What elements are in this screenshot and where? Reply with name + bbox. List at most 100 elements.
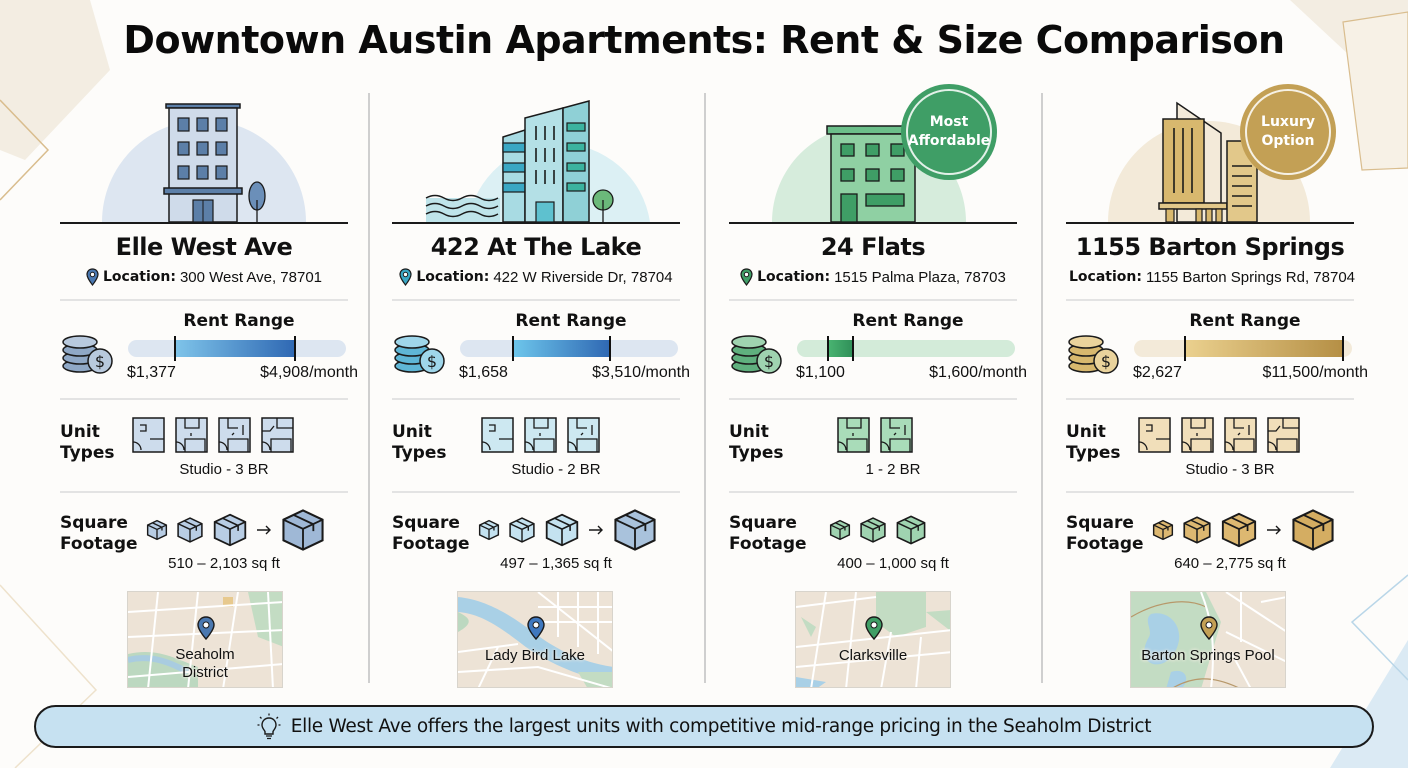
rent-min: $1,658 (459, 364, 508, 381)
location-label: Location: (757, 269, 831, 285)
square-footage-icons (829, 506, 927, 554)
square-footage-range: 640 – 2,775 sq ft (1174, 555, 1286, 572)
floor-plan-2br-icon (880, 417, 913, 453)
box-large-icon (896, 515, 926, 545)
section-divider (392, 491, 680, 493)
location-label: Location: (102, 269, 176, 285)
location-address: 1515 Palma Plaza, 78703 (834, 268, 1006, 286)
rent-range-bar (128, 336, 346, 361)
map-background (1131, 592, 1285, 687)
rent-range-bar (460, 336, 678, 361)
box-xlarge-icon (282, 509, 324, 551)
rent-range-fill (1184, 340, 1343, 357)
rent-min-marker (512, 336, 514, 361)
map-thumbnail[interactable]: Clarksville (795, 591, 951, 688)
floor-plan-studio-icon (1138, 417, 1171, 453)
unit-types-label: Unit Types (1066, 422, 1121, 463)
unit-types-icons (837, 417, 913, 455)
floor-plan-3br-icon (261, 417, 294, 453)
box-medium-icon (177, 517, 203, 543)
square-footage-range: 510 – 2,103 sq ft (168, 555, 280, 572)
map-thumbnail[interactable]: Barton Springs Pool (1130, 591, 1286, 688)
square-footage-icons (1152, 506, 1336, 554)
square-footage-range: 497 – 1,365 sq ft (500, 555, 612, 572)
property-name: Elle West Ave (115, 233, 293, 261)
section-divider (392, 398, 680, 400)
square-footage-label: Square Footage (1066, 513, 1144, 554)
building-illustration-icon (425, 100, 650, 223)
luxury-option-badge: Luxury Option (1240, 84, 1336, 180)
box-large-icon (1221, 512, 1257, 548)
map-background (796, 592, 950, 687)
rent-max: $4,908/month (260, 364, 358, 381)
box-medium-icon (509, 517, 535, 543)
rent-range-label: Rent Range (183, 311, 295, 331)
floor-plan-2br-icon (218, 417, 251, 453)
map-pin-icon (1200, 616, 1218, 640)
rent-range-bar (1134, 336, 1352, 361)
map-thumbnail[interactable]: Lady Bird Lake (457, 591, 613, 688)
map-label: Lady Bird Lake (484, 647, 586, 664)
rent-min: $2,627 (1133, 364, 1182, 381)
map-background (128, 592, 282, 687)
svg-text:$: $ (95, 352, 105, 371)
property-location: Location: 300 West Ave, 78701 (60, 268, 348, 286)
box-medium-icon (860, 517, 886, 543)
rent-range-fill (827, 340, 853, 357)
box-xlarge-icon (614, 509, 656, 551)
square-footage-range: 400 – 1,000 sq ft (837, 555, 949, 572)
location-label: Location: (1069, 269, 1142, 285)
ground-line (392, 222, 680, 224)
coins-dollar-icon: $ (62, 335, 113, 374)
section-divider (1066, 398, 1354, 400)
property-location: Location: 1155 Barton Springs Rd, 78704 (1066, 268, 1356, 286)
box-medium-icon (1183, 516, 1211, 544)
map-thumbnail[interactable]: Seaholm District (127, 591, 283, 688)
location-address: 300 West Ave, 78701 (179, 268, 323, 286)
coins-dollar-icon: $ (1068, 335, 1119, 374)
rent-min: $1,377 (127, 364, 176, 381)
floor-plan-2br-icon (567, 417, 600, 453)
floor-plan-studio-icon (481, 417, 514, 453)
floor-plan-1br-icon (1181, 417, 1214, 453)
column-divider (1041, 93, 1043, 683)
rent-max-marker (1342, 336, 1344, 361)
arrow-right-icon (589, 525, 603, 535)
section-divider (729, 398, 1017, 400)
unit-types-range: Studio - 3 BR (1185, 461, 1275, 478)
rent-range-label: Rent Range (1189, 311, 1301, 331)
section-divider (60, 299, 348, 301)
box-small-icon (1152, 519, 1174, 541)
rent-max-marker (294, 336, 296, 361)
property-card-24-flats: Most Affordable 24 Flats Location: 1515 P… (729, 84, 1029, 693)
rent-max: $11,500/month (1262, 364, 1368, 381)
ground-line (729, 222, 1017, 224)
square-footage-icons (146, 506, 326, 554)
property-location: Location: 1515 Palma Plaza, 78703 (729, 268, 1017, 286)
location-address: 422 W Riverside Dr, 78704 (493, 268, 673, 286)
location-label: Location: (416, 269, 490, 285)
map-pin-icon (527, 616, 545, 640)
unit-types-label: Unit Types (729, 422, 784, 463)
column-divider (704, 93, 706, 683)
rent-range-label: Rent Range (852, 311, 964, 331)
rent-min-marker (827, 336, 829, 361)
map-label: Clarksville (838, 647, 908, 664)
arrow-right-icon (257, 525, 271, 535)
square-footage-label: Square Footage (60, 513, 138, 554)
unit-types-range: 1 - 2 BR (865, 461, 921, 478)
map-pin-icon (86, 268, 99, 286)
rent-max: $1,600/month (929, 364, 1027, 381)
map-pin-icon (740, 268, 753, 286)
floor-plan-3br-icon (1267, 417, 1300, 453)
section-divider (60, 398, 348, 400)
lightbulb-icon (257, 713, 281, 739)
rent-min-marker (1184, 336, 1186, 361)
box-small-icon (829, 519, 851, 541)
box-small-icon (478, 519, 500, 541)
box-small-icon (146, 519, 168, 541)
section-divider (729, 491, 1017, 493)
location-address: 1155 Barton Springs Rd, 78704 (1145, 268, 1356, 286)
section-divider (392, 299, 680, 301)
floor-plan-2br-icon (1224, 417, 1257, 453)
